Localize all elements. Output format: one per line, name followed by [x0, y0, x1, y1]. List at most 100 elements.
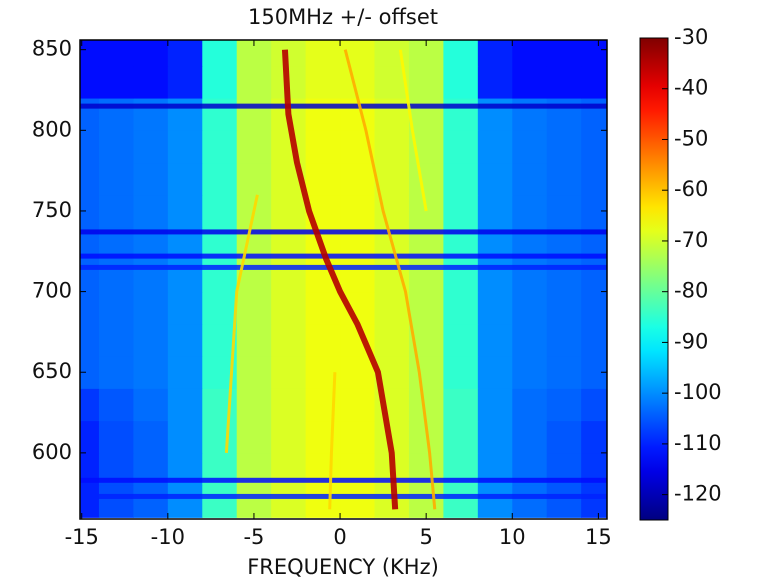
heatmap-cell: [408, 65, 444, 99]
heatmap-cell: [167, 98, 203, 131]
heatmap-cell: [374, 40, 410, 67]
heatmap-cell: [80, 130, 100, 164]
heatmap-cell: [408, 40, 444, 67]
heatmap-cell: [133, 420, 169, 454]
heatmap-cell: [80, 356, 100, 389]
heatmap-cell: [98, 388, 134, 422]
heatmap-cell: [167, 323, 203, 357]
heatmap-cell: [512, 259, 548, 293]
heatmap-cell: [271, 291, 307, 325]
heatmap-cell: [581, 485, 607, 518]
heatmap-cell: [374, 130, 410, 164]
heatmap-cell: [133, 65, 169, 99]
heatmap-cell: [477, 485, 513, 518]
heatmap-cell: [374, 162, 410, 196]
heatmap-cell: [443, 130, 479, 164]
heatmap-cell: [408, 259, 444, 293]
heatmap-cell: [477, 130, 513, 164]
heatmap-cell: [443, 162, 479, 196]
heatmap-cell: [133, 485, 169, 518]
heatmap-cell: [340, 356, 375, 389]
heatmap-cell: [477, 194, 513, 228]
heatmap-cell: [374, 98, 410, 131]
heatmap-cell: [236, 65, 272, 99]
heatmap-cell: [546, 420, 582, 454]
heatmap-cell: [408, 98, 444, 131]
heatmap-cell: [98, 162, 134, 196]
heatmap-cell: [98, 323, 134, 357]
heatmap-cell: [236, 485, 272, 518]
y-tick-label: 650: [32, 359, 72, 383]
heatmap-cell: [546, 485, 582, 518]
heatmap-cell: [167, 291, 203, 325]
heatmap-cell: [80, 420, 100, 454]
heatmap-cell: [581, 420, 607, 454]
heatmap-cell: [133, 291, 169, 325]
heatmap-cell: [408, 356, 444, 389]
dark-stripe: [80, 229, 607, 235]
heatmap-cell: [546, 65, 582, 99]
heatmap-cell: [305, 130, 341, 164]
heatmap-cell: [98, 40, 134, 67]
heatmap-cell: [98, 259, 134, 293]
heatmap-cell: [236, 130, 272, 164]
heatmap-cell: [202, 259, 238, 293]
heatmap-cell: [512, 194, 548, 228]
heatmap-cell: [546, 388, 582, 422]
heatmap-cell: [236, 162, 272, 196]
plot-frame: [79, 39, 608, 520]
heatmap-cell: [98, 291, 134, 325]
y-tick-label: 600: [32, 440, 72, 464]
colorbar-tick-label: -90: [674, 329, 708, 353]
heatmap-cell: [98, 98, 134, 131]
heatmap-cell: [133, 259, 169, 293]
x-tick-label: 0: [333, 525, 346, 549]
heatmap-cell: [202, 291, 238, 325]
heatmap-cell: [80, 194, 100, 228]
heatmap-cell: [133, 130, 169, 164]
colorbar: [639, 37, 669, 521]
plot-area: [80, 40, 607, 518]
signal-trace: [343, 49, 437, 510]
heatmap-cell: [443, 291, 479, 325]
heatmap-cell: [98, 485, 134, 518]
heatmap-cell: [477, 388, 513, 422]
heatmap-cell: [271, 259, 307, 293]
signal-trace: [398, 49, 428, 212]
heatmap-cell: [477, 98, 513, 131]
heatmap-cell: [236, 323, 272, 357]
heatmap-cell: [546, 130, 582, 164]
heatmap-cell: [167, 356, 203, 389]
x-axis-label: FREQUENCY (KHz): [247, 555, 439, 579]
heatmap-cell: [581, 356, 607, 389]
heatmap-cell: [443, 388, 479, 422]
heatmap-cell: [98, 130, 134, 164]
colorbar-tick-label: -30: [674, 25, 708, 49]
heatmap-cell: [305, 323, 341, 357]
heatmap-cell: [477, 323, 513, 357]
colorbar-tick-label: -40: [674, 76, 708, 100]
dark-stripe: [80, 103, 607, 109]
heatmap-cell: [512, 65, 548, 99]
heatmap-cell: [408, 388, 444, 422]
heatmap-cell: [98, 65, 134, 99]
heatmap-cell: [443, 65, 479, 99]
heatmap-cell: [167, 485, 203, 518]
heatmap-cell: [408, 291, 444, 325]
heatmap-cell: [133, 162, 169, 196]
colorbar-tick-label: -100: [674, 380, 722, 404]
heatmap-cell: [546, 291, 582, 325]
heatmap-cell: [477, 40, 513, 67]
heatmap-cell: [443, 40, 479, 67]
colorbar-tick-label: -50: [674, 126, 708, 150]
colorbar-tick-label: -80: [674, 279, 708, 303]
heatmap-cell: [167, 40, 203, 67]
heatmap-cell: [443, 98, 479, 131]
signal-trace: [281, 49, 399, 510]
heatmap-cell: [546, 162, 582, 196]
dark-stripe: [80, 493, 607, 499]
heatmap-cell: [236, 98, 272, 131]
heatmap-cell: [202, 323, 238, 357]
heatmap-cell: [477, 65, 513, 99]
heatmap-cell: [305, 98, 341, 131]
